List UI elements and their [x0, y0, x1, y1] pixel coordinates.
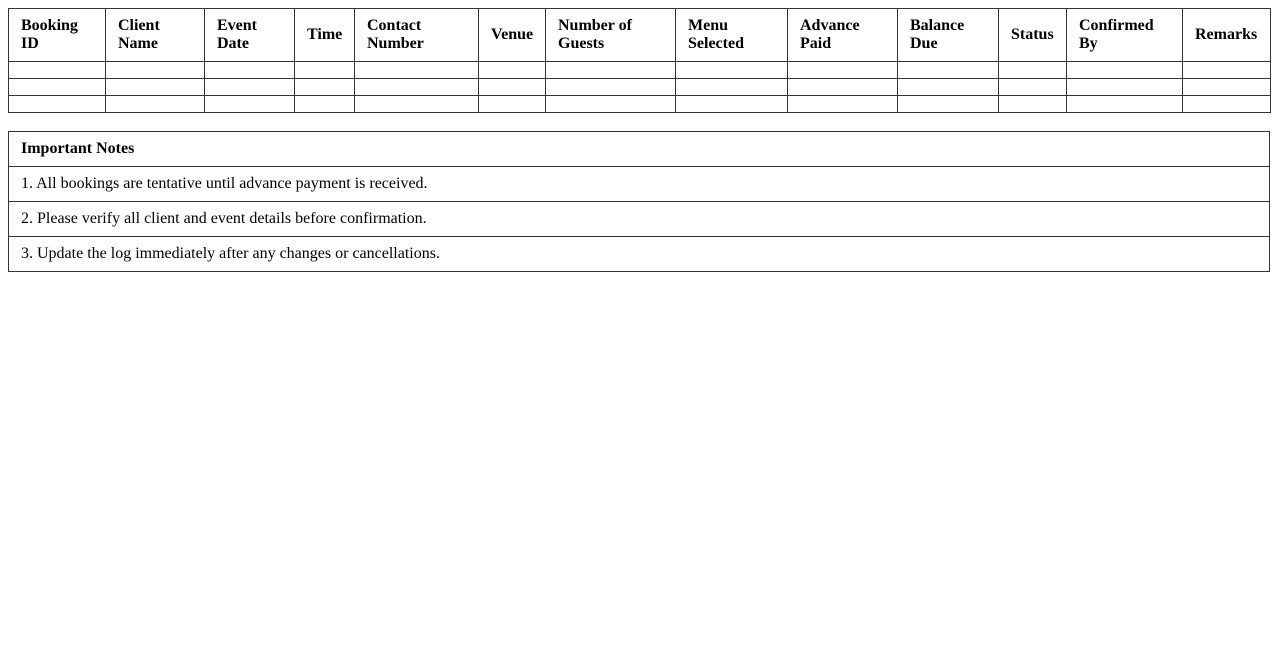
- table-cell[interactable]: [897, 61, 999, 79]
- column-header-venue: Venue: [478, 8, 546, 62]
- table-cell[interactable]: [105, 78, 205, 96]
- table-cell[interactable]: [294, 61, 355, 79]
- table-row: [8, 95, 1271, 113]
- table-row: [8, 61, 1271, 79]
- table-cell[interactable]: [1182, 61, 1271, 79]
- note-row: 1. All bookings are tentative until adva…: [8, 166, 1270, 202]
- column-header-confirmed-by: Confirmed By: [1066, 8, 1183, 62]
- table-cell[interactable]: [787, 61, 898, 79]
- table-cell[interactable]: [675, 61, 788, 79]
- table-cell[interactable]: [675, 78, 788, 96]
- important-notes-table: Important Notes 1. All bookings are tent…: [8, 131, 1270, 272]
- table-cell[interactable]: [1066, 61, 1183, 79]
- column-header-number-of-guests: Number of Guests: [545, 8, 676, 62]
- table-cell[interactable]: [1182, 78, 1271, 96]
- table-cell[interactable]: [478, 78, 546, 96]
- table-cell[interactable]: [998, 95, 1067, 113]
- table-cell[interactable]: [545, 78, 676, 96]
- table-cell[interactable]: [998, 78, 1067, 96]
- table-cell[interactable]: [204, 61, 295, 79]
- note-item: 3. Update the log immediately after any …: [8, 236, 1270, 272]
- column-header-time: Time: [294, 8, 355, 62]
- table-cell[interactable]: [545, 61, 676, 79]
- note-row: 3. Update the log immediately after any …: [8, 236, 1270, 272]
- column-header-menu-selected: Menu Selected: [675, 8, 788, 62]
- table-cell[interactable]: [897, 78, 999, 96]
- note-row: 2. Please verify all client and event de…: [8, 201, 1270, 237]
- table-cell[interactable]: [354, 78, 479, 96]
- notes-header-row: Important Notes: [8, 131, 1270, 167]
- table-cell[interactable]: [354, 61, 479, 79]
- column-header-remarks: Remarks: [1182, 8, 1271, 62]
- note-item: 1. All bookings are tentative until adva…: [8, 166, 1270, 202]
- table-cell[interactable]: [1066, 95, 1183, 113]
- booking-log-table: Booking ID Client Name Event Date Time Conta…: [8, 8, 1271, 113]
- table-cell[interactable]: [478, 61, 546, 79]
- table-cell[interactable]: [1182, 95, 1271, 113]
- table-cell[interactable]: [294, 95, 355, 113]
- table-cell[interactable]: [1066, 78, 1183, 96]
- column-header-booking-id: Booking ID: [8, 8, 106, 62]
- table-cell[interactable]: [897, 95, 999, 113]
- table-cell[interactable]: [8, 95, 106, 113]
- table-row: [8, 78, 1271, 96]
- table-cell[interactable]: [8, 78, 106, 96]
- table-cell[interactable]: [675, 95, 788, 113]
- column-header-status: Status: [998, 8, 1067, 62]
- table-cell[interactable]: [787, 78, 898, 96]
- column-header-advance-paid: Advance Paid: [787, 8, 898, 62]
- column-header-contact-number: Contact Number: [354, 8, 479, 62]
- table-cell[interactable]: [204, 78, 295, 96]
- notes-title: Important Notes: [8, 131, 1270, 167]
- table-cell[interactable]: [204, 95, 295, 113]
- column-header-client-name: Client Name: [105, 8, 205, 62]
- table-cell[interactable]: [787, 95, 898, 113]
- table-cell[interactable]: [354, 95, 479, 113]
- table-cell[interactable]: [105, 61, 205, 79]
- header-row: Booking ID Client Name Event Date Time Conta…: [8, 8, 1271, 62]
- note-item: 2. Please verify all client and event de…: [8, 201, 1270, 237]
- table-cell[interactable]: [105, 95, 205, 113]
- column-header-event-date: Event Date: [204, 8, 295, 62]
- table-cell[interactable]: [294, 78, 355, 96]
- table-cell[interactable]: [8, 61, 106, 79]
- table-cell[interactable]: [545, 95, 676, 113]
- table-cell[interactable]: [998, 61, 1067, 79]
- column-header-balance-due: Balance Due: [897, 8, 999, 62]
- table-cell[interactable]: [478, 95, 546, 113]
